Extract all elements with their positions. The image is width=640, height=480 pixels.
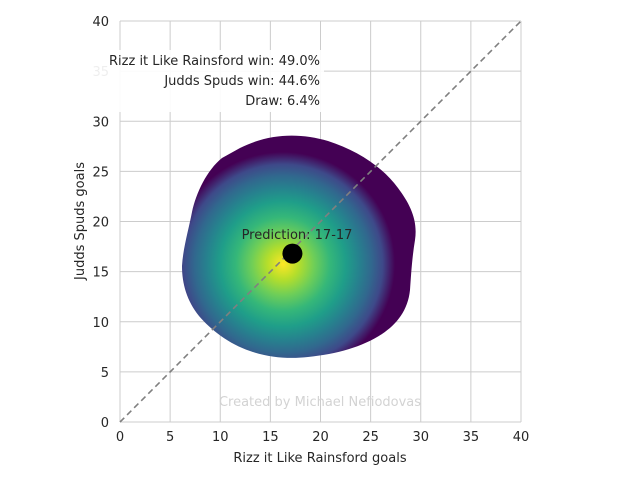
prediction-label: Prediction: 17-17 — [242, 228, 353, 243]
prediction-point — [282, 243, 303, 264]
x-tick-label: 40 — [513, 430, 530, 445]
x-tick-label: 35 — [463, 430, 480, 445]
x-tick-labels: 0 5 10 15 20 25 30 35 40 — [116, 430, 529, 445]
y-tick-label: 20 — [92, 216, 109, 231]
y-tick-label: 0 — [101, 416, 109, 431]
x-tick-label: 25 — [362, 430, 379, 445]
stats-box — [92, 50, 324, 112]
diagonal-draw-line — [119, 20, 522, 423]
y-axis-label: Judds Spuds goals — [73, 162, 88, 281]
away-win-probability: Judds Spuds win: 44.6% — [163, 74, 320, 89]
y-tick-label: 30 — [92, 115, 109, 130]
x-tick-label: 15 — [262, 430, 279, 445]
x-tick-label: 20 — [312, 430, 329, 445]
x-tick-label: 5 — [166, 430, 174, 445]
draw-probability: Draw: 6.4% — [245, 94, 320, 109]
x-tick-label: 0 — [116, 430, 124, 445]
home-win-probability: Rizz it Like Rainsford win: 49.0% — [109, 54, 320, 69]
y-tick-label: 15 — [92, 266, 109, 281]
y-tick-label: 10 — [92, 316, 109, 331]
x-tick-label: 10 — [212, 430, 229, 445]
watermark: Created by Michael Nefiodovas — [219, 395, 421, 410]
y-tick-label: 25 — [92, 165, 109, 180]
x-tick-label: 30 — [412, 430, 429, 445]
x-axis-label: Rizz it Like Rainsford goals — [233, 451, 406, 466]
y-tick-label: 40 — [92, 15, 109, 30]
y-tick-label: 5 — [101, 366, 109, 381]
